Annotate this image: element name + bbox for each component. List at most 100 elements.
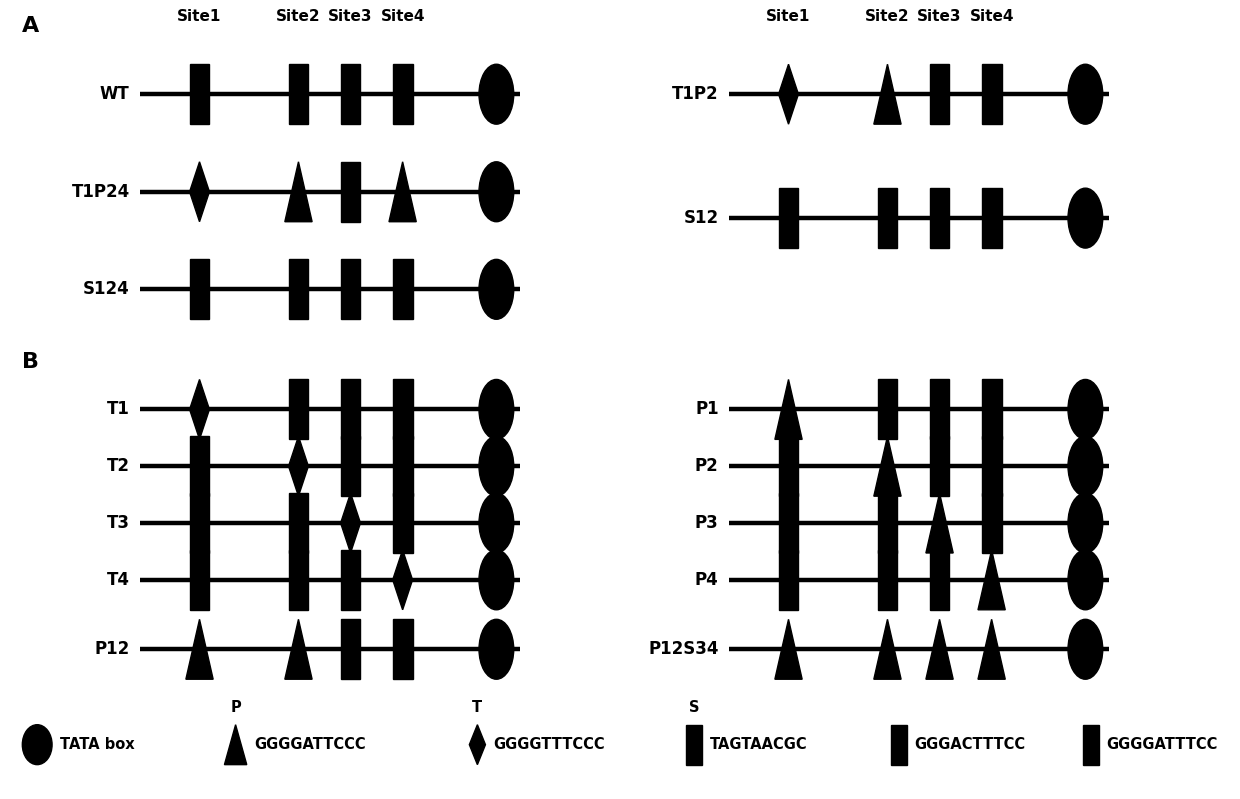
Text: S: S [689,700,699,715]
Polygon shape [285,161,312,221]
Ellipse shape [479,619,513,679]
Text: T1P24: T1P24 [72,183,130,201]
Bar [190,436,210,496]
Bar [289,550,309,610]
Bar [393,493,413,553]
Polygon shape [775,380,802,439]
Bar [890,725,908,765]
Text: Site4: Site4 [381,9,425,24]
Bar [289,493,309,553]
Ellipse shape [1068,493,1102,553]
Bar [1084,725,1100,765]
Text: GGGACTTTCC: GGGACTTTCC [914,737,1025,752]
Bar [289,260,309,320]
Polygon shape [190,161,210,221]
Bar [190,260,210,320]
Polygon shape [874,436,901,496]
Text: GGGGATTTCC: GGGGATTTCC [1107,737,1218,752]
Polygon shape [926,493,954,553]
Bar [393,619,413,679]
Polygon shape [190,380,210,439]
Ellipse shape [1068,550,1102,610]
Polygon shape [978,619,1006,679]
Bar [982,436,1002,496]
Polygon shape [285,619,312,679]
Text: P12: P12 [94,640,130,658]
Bar [393,436,413,496]
Text: T1P2: T1P2 [672,85,719,103]
Ellipse shape [1068,64,1102,124]
Text: Site3: Site3 [918,9,962,24]
Polygon shape [779,64,799,124]
Text: P3: P3 [694,514,719,532]
Bar [341,260,361,320]
Polygon shape [224,725,247,765]
Bar [393,64,413,124]
Bar [341,380,361,439]
Text: T: T [472,700,482,715]
Ellipse shape [479,64,513,124]
Polygon shape [341,493,361,553]
Text: P2: P2 [694,457,719,475]
Bar [930,380,950,439]
Text: Site2: Site2 [866,9,910,24]
Polygon shape [289,436,309,496]
Polygon shape [775,619,802,679]
Text: P4: P4 [694,570,719,589]
Polygon shape [874,619,901,679]
Bar [341,550,361,610]
Text: Site1: Site1 [766,9,811,24]
Text: T2: T2 [107,457,130,475]
Bar [878,550,898,610]
Text: Site3: Site3 [329,9,373,24]
Bar [878,189,898,248]
Ellipse shape [479,436,513,496]
Text: A: A [22,16,40,36]
Bar [930,436,950,496]
Text: P: P [231,700,241,715]
Polygon shape [389,161,417,221]
Bar [878,493,898,553]
Bar [289,64,309,124]
Bar [878,380,898,439]
Text: P12S34: P12S34 [649,640,719,658]
Text: WT: WT [100,85,130,103]
Bar [930,64,950,124]
Ellipse shape [479,493,513,553]
Text: TATA box: TATA box [60,737,134,752]
Bar [393,260,413,320]
Ellipse shape [479,380,513,439]
Bar [393,380,413,439]
Ellipse shape [1068,619,1102,679]
Polygon shape [978,550,1006,610]
Bar [779,550,799,610]
Bar [982,493,1002,553]
Text: TAGTAACGC: TAGTAACGC [709,737,807,752]
Bar [779,189,799,248]
Text: GGGGTTTCCC: GGGGTTTCCC [494,737,605,752]
Text: S12: S12 [683,209,719,227]
Text: Site2: Site2 [277,9,321,24]
Text: S124: S124 [83,280,130,298]
Bar [190,493,210,553]
Ellipse shape [22,725,52,765]
Polygon shape [469,725,486,765]
Polygon shape [393,550,413,610]
Text: T1: T1 [107,400,130,419]
Bar [982,380,1002,439]
Text: Site1: Site1 [177,9,222,24]
Polygon shape [926,619,954,679]
Bar [982,64,1002,124]
Bar [930,189,950,248]
Ellipse shape [479,260,513,320]
Text: T4: T4 [107,570,130,589]
Bar [982,189,1002,248]
Text: T3: T3 [107,514,130,532]
Bar [779,493,799,553]
Bar [341,161,361,221]
Text: B: B [22,352,40,372]
Ellipse shape [479,161,513,221]
Text: Site4: Site4 [970,9,1014,24]
Ellipse shape [1068,436,1102,496]
Bar [190,550,210,610]
